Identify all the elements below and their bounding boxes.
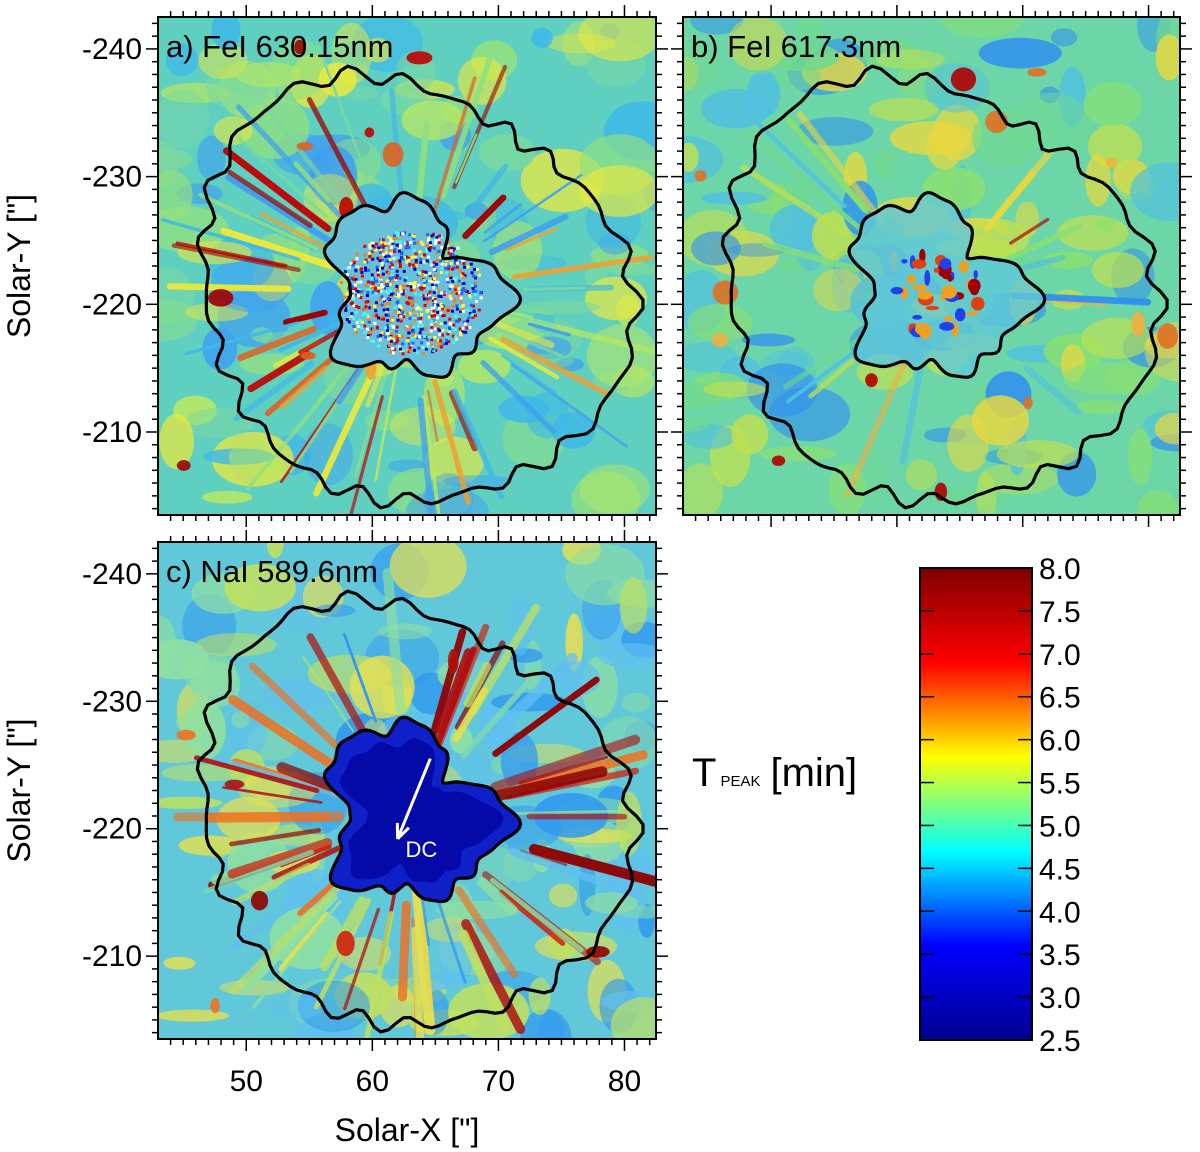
colorbar-tick-label: 2.5	[1039, 1025, 1081, 1058]
dc-label: DC	[406, 837, 438, 862]
inner-contour	[322, 715, 523, 904]
y-tick-label: -230	[82, 685, 142, 718]
outer-contour	[195, 589, 645, 1034]
ticks-b	[671, 5, 1192, 527]
panel-title-b: b) FeI 617.3nm	[691, 29, 901, 64]
colorbar-tick-label: 6.0	[1039, 725, 1081, 758]
y-tick-label: -240	[82, 558, 142, 591]
inner-contour	[847, 190, 1047, 379]
colorbar-tick-label: 7.0	[1039, 639, 1081, 672]
y-tick-label: -230	[82, 161, 142, 194]
panel-b: b) FeI 617.3nm	[671, 5, 1192, 527]
colorbar-tick-label: 6.5	[1039, 682, 1081, 715]
x-tick-label: 50	[230, 1065, 263, 1098]
x-tick-label: 60	[356, 1065, 389, 1098]
y-tick-label: -210	[82, 416, 142, 449]
panel-a: -240 -230 -220 -210 Solar-Y ["] a) FeI 630.15…	[1, 5, 668, 527]
heatmap-c	[158, 542, 656, 1039]
y-tick-label: -220	[82, 813, 142, 846]
colorbar-tick-label: 5.5	[1039, 768, 1081, 801]
colorbar-tick-label: 5.0	[1039, 810, 1081, 843]
colorbar	[919, 567, 1033, 1041]
x-axis-title: Solar-X ["]	[335, 1112, 480, 1148]
panel-title-c: c) NaI 589.6nm	[166, 554, 378, 589]
heatmap-b	[683, 17, 1180, 515]
heatmap-a	[158, 17, 656, 515]
y-tick-label: -210	[82, 940, 142, 973]
ticks-c	[146, 530, 668, 1051]
x-tick-label: 80	[608, 1065, 641, 1098]
dc-arrow-head	[395, 822, 410, 840]
x-tick-label: 70	[482, 1065, 515, 1098]
ticks-a	[146, 5, 668, 527]
colorbar-tick-label: 8.0	[1039, 553, 1081, 586]
colorbar-title: T PEAK [min]	[692, 751, 857, 795]
inner-contour	[322, 190, 523, 379]
colorbar-tick-label: 7.5	[1039, 596, 1081, 629]
colorbar-tick-label: 4.0	[1039, 896, 1081, 929]
colorbar-tick-label: 3.0	[1039, 982, 1081, 1015]
outer-contour	[195, 64, 645, 510]
panel-c: DC -240 -230 -220 -210 Solar-Y ["] 50 60 70 80 Sol…	[1, 530, 668, 1148]
colorbar-tick-label: 3.5	[1039, 939, 1081, 972]
y-axis-title: Solar-Y ["]	[1, 718, 37, 862]
colorbar-tick-label: 4.5	[1039, 853, 1081, 886]
y-axis-title: Solar-Y ["]	[1, 194, 37, 338]
y-tick-label: -220	[82, 288, 142, 321]
dc-arrow	[396, 758, 432, 840]
y-tick-label: -240	[82, 33, 142, 66]
panel-title-a: a) FeI 630.15nm	[166, 29, 393, 64]
outer-contour	[720, 64, 1169, 510]
